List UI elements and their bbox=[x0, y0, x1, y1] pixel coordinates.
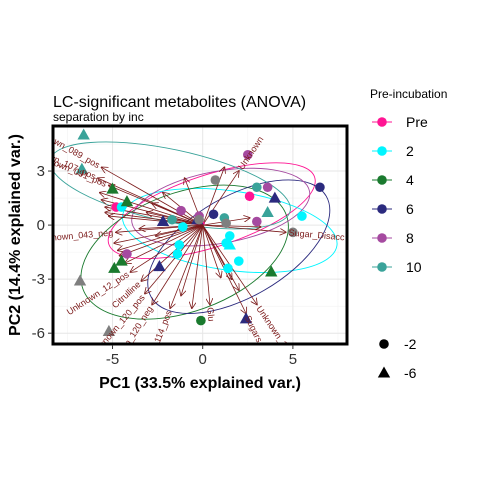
loading-arrow bbox=[202, 225, 210, 304]
loading-arrow bbox=[202, 167, 225, 226]
legend-shape-circle bbox=[379, 339, 389, 349]
point-triangle bbox=[261, 205, 274, 218]
point-triangle bbox=[106, 182, 119, 194]
point-circle bbox=[178, 222, 188, 232]
legend-key-point bbox=[377, 233, 387, 243]
loading-label: Glu bbox=[205, 307, 216, 322]
loading-arrow bbox=[131, 224, 203, 272]
point-triangle bbox=[239, 312, 253, 324]
legend-key-point bbox=[377, 117, 387, 127]
point-circle bbox=[174, 240, 185, 250]
point-circle bbox=[196, 315, 206, 326]
loading-arrow bbox=[152, 224, 204, 304]
point-circle bbox=[167, 214, 177, 225]
loading-arrow bbox=[170, 224, 204, 308]
loading-arrow bbox=[202, 171, 239, 226]
legend-label: 6 bbox=[406, 201, 414, 217]
loading-arrow bbox=[181, 224, 204, 295]
chart-subtitle: separation by inc bbox=[53, 110, 144, 124]
point-triangle bbox=[268, 191, 282, 203]
shape-legend: -2 -6 bbox=[377, 336, 417, 381]
x-tick-label: -5 bbox=[106, 351, 119, 368]
loading-arrow bbox=[120, 224, 203, 256]
point-circle bbox=[297, 211, 307, 221]
loading-arrow bbox=[102, 167, 203, 226]
point-circle bbox=[233, 256, 244, 266]
loading-arrow bbox=[202, 224, 286, 232]
point-circle bbox=[252, 216, 262, 227]
point-circle bbox=[223, 263, 233, 274]
legend-label: 4 bbox=[406, 172, 414, 188]
loading-arrow bbox=[156, 224, 203, 236]
y-tick-label: -3 bbox=[32, 271, 45, 288]
y-axis-label: PC2 (14.4% explained var.) bbox=[7, 134, 24, 336]
color-legend: Pre 2 4 6 8 10 bbox=[372, 114, 428, 275]
y-tick-label: 0 bbox=[37, 217, 45, 234]
loading-arrow bbox=[141, 224, 203, 281]
loading-arrow bbox=[202, 225, 261, 227]
point-triangle bbox=[120, 195, 134, 207]
x-tick-label: 5 bbox=[289, 351, 297, 368]
point-circle bbox=[242, 150, 253, 160]
color-legend-title: Pre-incubation bbox=[370, 87, 447, 101]
point-circle bbox=[194, 214, 204, 225]
point-circle bbox=[244, 191, 255, 202]
point-circle bbox=[315, 182, 325, 193]
y-tick-label: 3 bbox=[37, 163, 45, 180]
point-triangle bbox=[223, 238, 236, 250]
plot-border bbox=[51, 124, 349, 346]
point-triangle bbox=[265, 265, 278, 277]
point-triangle bbox=[77, 128, 90, 140]
legend-key-point bbox=[377, 146, 387, 156]
loading-arrow bbox=[109, 216, 203, 226]
y-tick-label: -6 bbox=[32, 325, 45, 342]
ellipse-6 bbox=[147, 179, 331, 314]
x-axis-ticks: -5 0 5 bbox=[106, 345, 297, 368]
legend-label: 8 bbox=[406, 230, 414, 246]
point-circle bbox=[172, 249, 183, 259]
point-circle bbox=[210, 175, 221, 185]
sample-points bbox=[73, 128, 325, 336]
legend-label: 2 bbox=[406, 143, 414, 159]
loading-arrow bbox=[145, 224, 204, 293]
point-circle bbox=[122, 249, 132, 259]
point-triangle bbox=[156, 214, 170, 227]
loading-arrow bbox=[140, 224, 203, 229]
chart-title: LC-significant metabolites (ANOVA) bbox=[53, 94, 306, 111]
point-circle bbox=[208, 209, 219, 220]
point-triangle bbox=[115, 254, 128, 266]
point-circle bbox=[252, 182, 262, 193]
legend-label: 10 bbox=[406, 259, 422, 275]
loading-arrow bbox=[202, 224, 221, 277]
point-circle bbox=[176, 205, 186, 216]
loading-arrow bbox=[125, 224, 203, 263]
point-triangle bbox=[153, 260, 166, 272]
x-tick-label: 0 bbox=[199, 351, 207, 368]
legend-label: -6 bbox=[404, 365, 417, 381]
loading-arrow bbox=[192, 225, 204, 308]
legend-key-point bbox=[377, 175, 387, 185]
point-triangle bbox=[108, 261, 121, 273]
legend-key-point bbox=[377, 262, 387, 272]
point-triangle bbox=[75, 162, 89, 174]
loading-label: Sugar_Disacc bbox=[288, 228, 345, 243]
point-circle bbox=[224, 231, 235, 241]
y-axis-ticks: -6 -3 0 3 bbox=[32, 163, 52, 342]
point-circle bbox=[288, 227, 298, 238]
legend-shape-triangle bbox=[377, 366, 391, 378]
legend-key-point bbox=[377, 204, 387, 214]
loading-arrow bbox=[105, 212, 203, 226]
x-axis-label: PC1 (33.5% explained var.) bbox=[99, 375, 301, 392]
point-triangle bbox=[102, 324, 116, 336]
point-circle bbox=[221, 218, 231, 229]
point-circle bbox=[262, 182, 273, 193]
point-triangle bbox=[73, 274, 87, 286]
legend-label: Pre bbox=[406, 114, 428, 130]
legend-label: -2 bbox=[404, 336, 417, 352]
